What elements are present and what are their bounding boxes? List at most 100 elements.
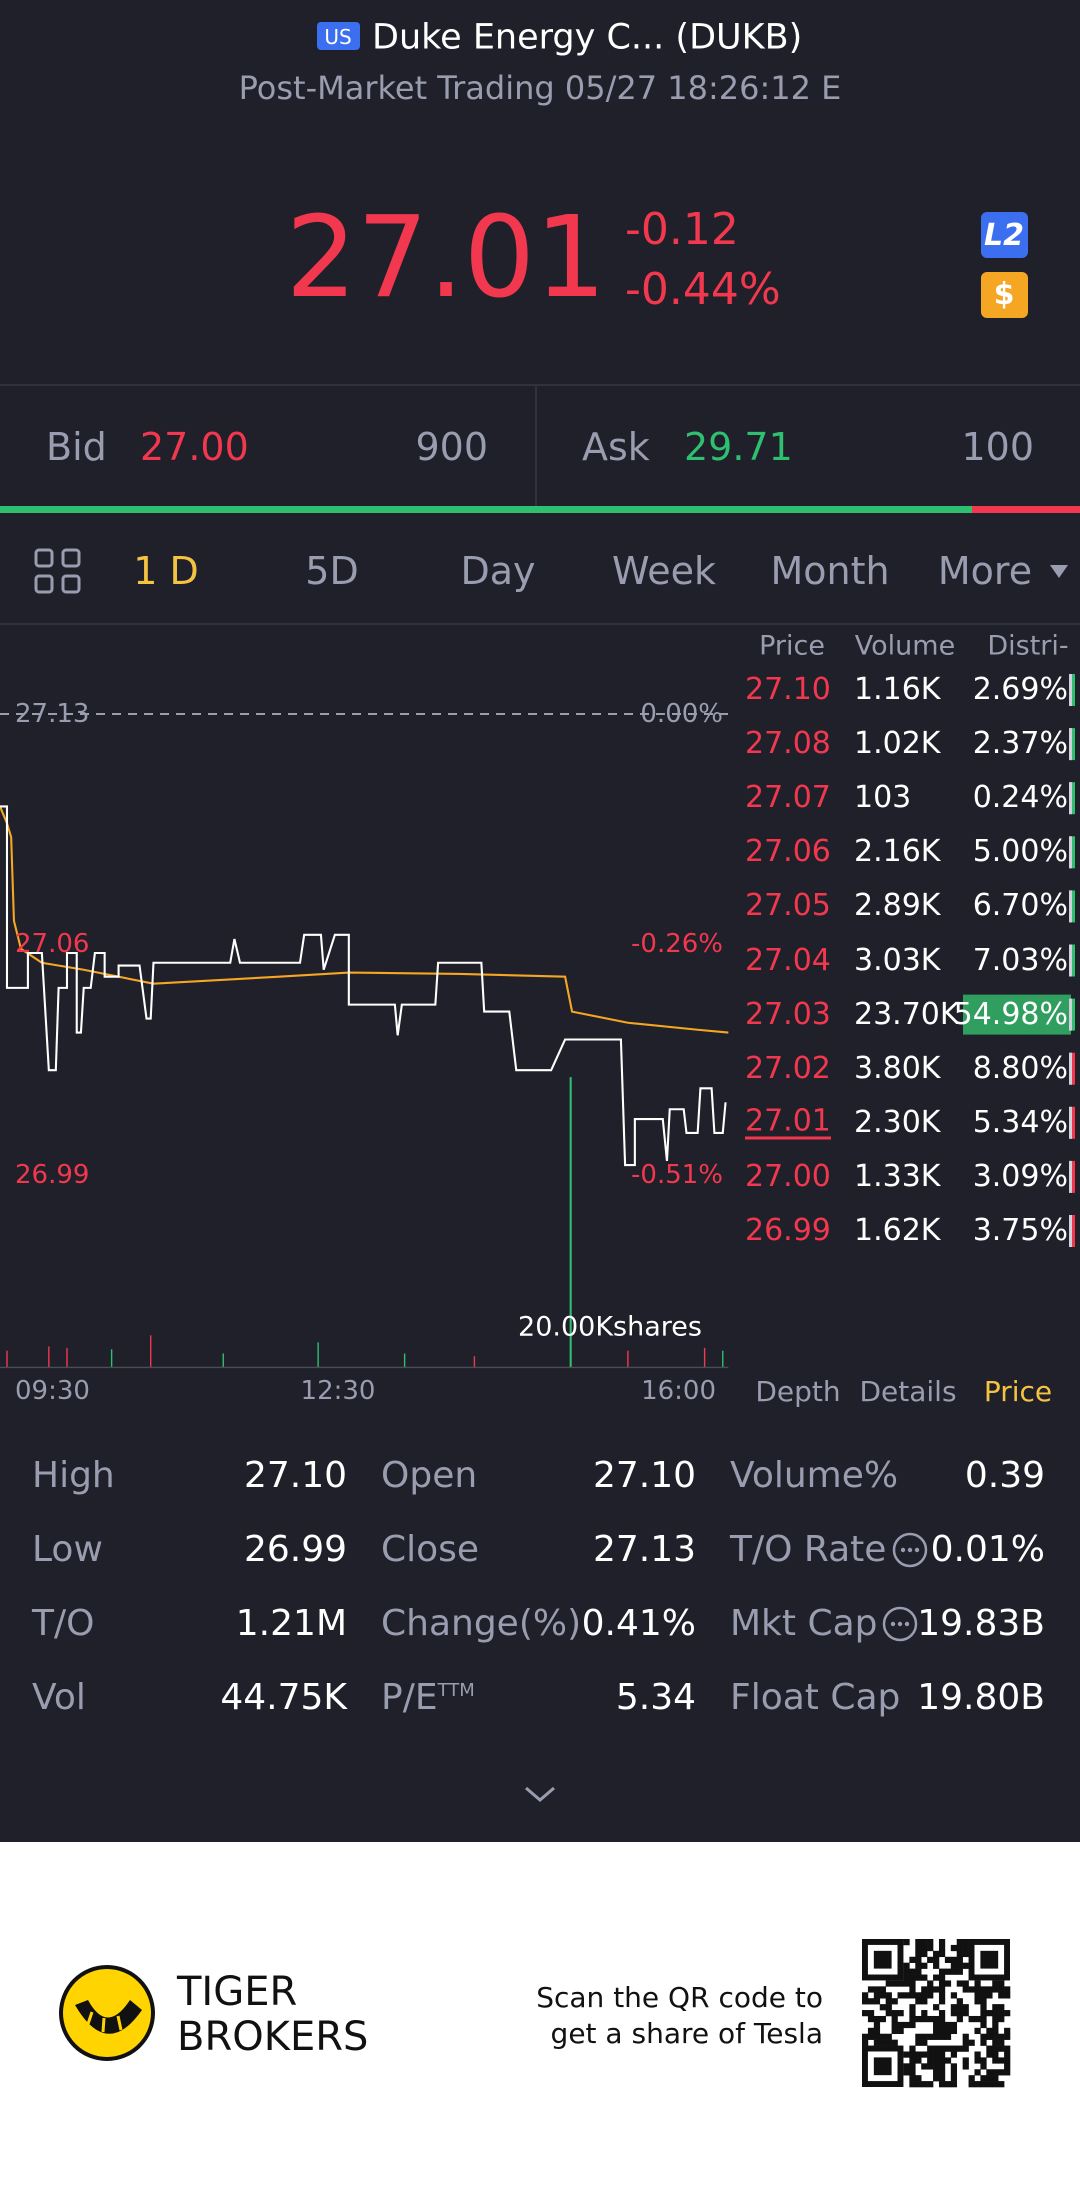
qr-module <box>986 2033 993 2040</box>
qr-module <box>879 2004 886 2011</box>
stat-value: 0.39 <box>964 1455 1045 1496</box>
qr-module <box>909 1956 916 1963</box>
period-tab[interactable]: Month <box>770 549 890 593</box>
qr-module <box>938 1939 946 1946</box>
panel-tab[interactable]: Price <box>983 1375 1053 1408</box>
qr-module <box>867 2015 875 2023</box>
qr-module <box>956 1998 963 2005</box>
qr-module <box>998 2033 1005 2040</box>
qr-module <box>950 2045 958 2052</box>
qr-module <box>998 2010 1005 2017</box>
qr-module <box>938 2027 946 2035</box>
qr-module <box>986 1992 993 1999</box>
qr-module <box>927 2057 934 2064</box>
qr-module <box>915 1974 922 1981</box>
qr-module <box>921 1950 928 1958</box>
period-tab[interactable]: Week <box>611 549 717 593</box>
stat-value: 27.10 <box>592 1455 696 1496</box>
qr-module <box>950 1956 958 1963</box>
qr-module <box>1004 2057 1011 2064</box>
panel-tab[interactable]: Details <box>859 1375 957 1408</box>
stat-label: High <box>32 1455 115 1496</box>
qr-module <box>933 1974 940 1981</box>
qr-module <box>950 2069 958 2076</box>
qr-module <box>980 1998 987 2005</box>
stat-label: Volume% <box>730 1455 899 1496</box>
qr-module <box>992 2051 999 2058</box>
qr-module <box>992 2075 999 2082</box>
qr-module <box>992 2081 999 2088</box>
time-axis-label: 16:00 <box>641 1376 716 1406</box>
qr-module <box>862 1998 869 2005</box>
qr-module <box>921 1944 928 1952</box>
qr-module <box>980 2021 987 2029</box>
qr-module <box>1004 2069 1011 2076</box>
row-price: 27.00 <box>745 1158 831 1194</box>
grid-icon <box>34 548 81 594</box>
qr-module <box>909 1968 916 1975</box>
period-tab[interactable]: 1 D <box>133 549 199 593</box>
qr-module <box>891 2027 898 2035</box>
qr-module <box>938 2051 946 2058</box>
market-badge-bg <box>317 22 360 50</box>
qr-module <box>980 2033 987 2040</box>
bid-price: 27.00 <box>140 425 249 469</box>
row-dist: 54.98% <box>953 996 1068 1032</box>
qr-module <box>915 1992 922 1999</box>
qr-module <box>944 2081 952 2088</box>
expand-chevron[interactable] <box>525 1786 555 1802</box>
ask-ratio-bar <box>972 506 1080 513</box>
qr-module <box>950 2063 958 2070</box>
qr-module <box>986 1986 993 1993</box>
qr-module <box>927 1992 934 1999</box>
l2-badge[interactable]: L2 <box>984 218 1024 253</box>
panel-tab[interactable]: Depth <box>755 1375 841 1408</box>
dist-bar-base <box>1069 782 1072 815</box>
row-price: 27.07 <box>745 780 831 816</box>
dollar-badge[interactable]: $ <box>993 277 1015 312</box>
qr-module <box>998 1980 1005 1987</box>
qr-module <box>938 2033 946 2040</box>
qr-module <box>909 2045 916 2052</box>
qr-module <box>992 2057 999 2064</box>
qr-module <box>974 2051 981 2058</box>
ask-size: 100 <box>961 425 1034 469</box>
tiger-logo <box>59 1965 155 2061</box>
qr-module <box>873 2027 881 2035</box>
qr-module <box>944 2021 952 2029</box>
stat-label: Low <box>32 1529 103 1570</box>
row-volume: 2.89K <box>854 888 941 924</box>
qr-module <box>974 1998 981 2005</box>
row-dist: 5.00% <box>972 834 1068 870</box>
qr-module <box>980 2039 987 2046</box>
qr-module <box>862 2010 869 2017</box>
qr-module <box>909 2063 916 2070</box>
qr-module <box>903 1992 910 1999</box>
qr-module <box>933 2033 940 2040</box>
qr-module <box>867 1986 875 1993</box>
qr-finder <box>980 1950 999 1969</box>
time-axis-label: 09:30 <box>15 1376 90 1406</box>
price-axis-label: 27.06 <box>15 929 90 959</box>
qr-module <box>903 1980 910 1987</box>
qr-module <box>915 1998 922 2005</box>
qr-module <box>927 2063 934 2070</box>
price-axis-label: 26.99 <box>15 1160 90 1190</box>
qr-module <box>897 2021 904 2029</box>
qr-module <box>915 1956 922 1963</box>
qr-module <box>974 1992 981 1999</box>
qr-module <box>956 1980 963 1987</box>
qr-module <box>897 2027 904 2035</box>
qr-module <box>938 1944 946 1952</box>
qr-module <box>956 1962 963 1969</box>
qr-module <box>950 2081 958 2088</box>
row-dist: 2.69% <box>972 672 1068 707</box>
period-tab[interactable]: Day <box>460 549 536 593</box>
qr-module <box>950 2004 958 2011</box>
period-tab[interactable]: 5D <box>305 549 359 593</box>
qr-module <box>933 1986 940 1993</box>
qr-module <box>938 2081 946 2088</box>
period-tab[interactable]: More <box>937 549 1033 593</box>
qr-module <box>873 2015 881 2023</box>
